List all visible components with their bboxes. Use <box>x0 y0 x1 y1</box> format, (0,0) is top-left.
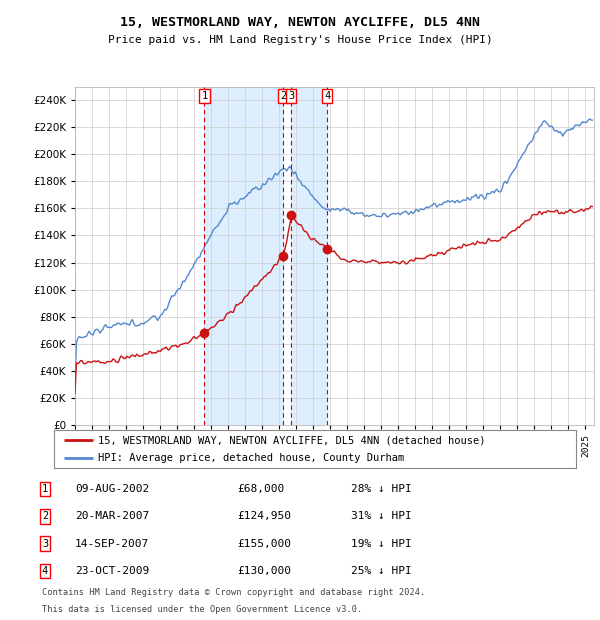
Text: 20-MAR-2007: 20-MAR-2007 <box>75 512 149 521</box>
Text: 15, WESTMORLAND WAY, NEWTON AYCLIFFE, DL5 4NN (detached house): 15, WESTMORLAND WAY, NEWTON AYCLIFFE, DL… <box>98 435 486 445</box>
Text: 1: 1 <box>202 91 208 101</box>
Text: 15, WESTMORLAND WAY, NEWTON AYCLIFFE, DL5 4NN: 15, WESTMORLAND WAY, NEWTON AYCLIFFE, DL… <box>120 16 480 29</box>
Text: 14-SEP-2007: 14-SEP-2007 <box>75 539 149 549</box>
Text: £130,000: £130,000 <box>237 566 291 576</box>
Bar <box>205 87 283 425</box>
Text: 3: 3 <box>288 91 295 101</box>
Text: 09-AUG-2002: 09-AUG-2002 <box>75 484 149 494</box>
Text: 25% ↓ HPI: 25% ↓ HPI <box>351 566 412 576</box>
Text: £124,950: £124,950 <box>237 512 291 521</box>
Text: 4: 4 <box>324 91 330 101</box>
Text: Contains HM Land Registry data © Crown copyright and database right 2024.: Contains HM Land Registry data © Crown c… <box>42 588 425 597</box>
Text: 3: 3 <box>42 539 48 549</box>
Text: 23-OCT-2009: 23-OCT-2009 <box>75 566 149 576</box>
Text: 28% ↓ HPI: 28% ↓ HPI <box>351 484 412 494</box>
Text: £68,000: £68,000 <box>237 484 284 494</box>
Text: £155,000: £155,000 <box>237 539 291 549</box>
Text: 31% ↓ HPI: 31% ↓ HPI <box>351 512 412 521</box>
Text: 4: 4 <box>42 566 48 576</box>
Text: This data is licensed under the Open Government Licence v3.0.: This data is licensed under the Open Gov… <box>42 605 362 614</box>
Text: 19% ↓ HPI: 19% ↓ HPI <box>351 539 412 549</box>
Text: 1: 1 <box>42 484 48 494</box>
Text: Price paid vs. HM Land Registry's House Price Index (HPI): Price paid vs. HM Land Registry's House … <box>107 35 493 45</box>
Text: 2: 2 <box>42 512 48 521</box>
Bar <box>291 87 327 425</box>
Text: HPI: Average price, detached house, County Durham: HPI: Average price, detached house, Coun… <box>98 453 404 463</box>
Text: 2: 2 <box>280 91 286 101</box>
